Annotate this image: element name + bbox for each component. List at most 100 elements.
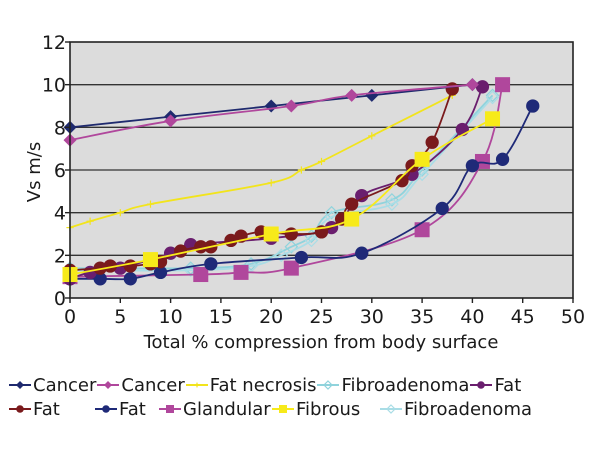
data-point [368, 132, 376, 140]
x-tick-label: 20 [259, 306, 283, 328]
y-tick-label: 4 [54, 203, 66, 225]
legend-item-cancer-1: Cancer [8, 375, 96, 396]
x-tick-label: 25 [309, 306, 333, 328]
x-tick-label: 15 [209, 306, 233, 328]
data-point [297, 166, 305, 174]
y-tick-label: 8 [54, 117, 66, 139]
line-chart: 0 5 10 15 20 25 30 35 40 45 50 0 2 4 6 8 10 12 Total % c… [24, 32, 585, 353]
data-point [445, 82, 459, 96]
legend-marker-diamond-icon [9, 381, 31, 389]
data-point [263, 226, 279, 242]
data-point [465, 78, 479, 92]
data-point [103, 259, 117, 273]
data-point [146, 200, 155, 208]
data-point [153, 265, 168, 280]
legend-marker-circle-icon [9, 405, 31, 413]
legend-label: Fat [494, 374, 522, 396]
legend-label: Glandular [183, 398, 271, 420]
data-point [193, 267, 209, 283]
data-point [284, 239, 299, 254]
legend-marker-square-icon [159, 405, 181, 413]
legend-label: Cancer [33, 374, 97, 396]
legend-marker [102, 405, 110, 413]
data-point [174, 244, 188, 258]
legend-label: Fat necrosis [209, 374, 317, 396]
data-point [485, 90, 500, 105]
series-fat-necrosis [66, 91, 456, 232]
legend-marker-open-diamond-icon [380, 404, 402, 414]
legend-row: Cancer Cancer Fat necrosis Fibroadenoma … [8, 373, 598, 397]
legend-marker-circle-icon [95, 405, 117, 413]
legend-marker-open-diamond-icon [317, 380, 340, 390]
data-point [116, 209, 124, 217]
data-point [485, 111, 501, 127]
data-point [495, 77, 511, 93]
data-point [86, 217, 94, 225]
y-axis-title: Vs m/s [24, 142, 45, 202]
legend-marker-plus-icon [185, 382, 208, 388]
data-point [485, 88, 500, 103]
data-point [317, 157, 326, 166]
y-tick-label: 10 [42, 75, 66, 97]
data-point [142, 252, 158, 268]
legend-marker [477, 381, 486, 389]
legend-marker [279, 405, 287, 413]
data-point [345, 197, 359, 211]
data-point [93, 272, 107, 286]
series-cancer [63, 78, 479, 147]
y-tick-label: 0 [54, 288, 66, 310]
legend-item-fat-2: Fat [8, 399, 94, 420]
legend-item-fat-necrosis: Fat necrosis [185, 374, 317, 396]
legend-marker-square-icon [272, 405, 294, 413]
x-axis-ticks: 0 5 10 15 20 25 30 35 40 45 50 [64, 298, 585, 328]
data-point [526, 99, 540, 113]
data-point [123, 259, 138, 273]
x-tick-label: 40 [460, 306, 484, 328]
legend-item-fibroadenoma-1: Fibroadenoma [316, 375, 469, 396]
legend-label: Fat [33, 398, 60, 420]
data-point [344, 211, 360, 227]
legend-marker [323, 380, 334, 390]
legend-label: Fibroadenoma [404, 398, 533, 420]
data-point [284, 227, 298, 241]
y-axis-ticks: 0 2 4 6 8 10 12 [42, 32, 70, 310]
legend-item-fat-1: Fat [469, 375, 521, 396]
data-point [414, 151, 430, 167]
data-point [123, 272, 138, 286]
x-tick-label: 50 [561, 306, 585, 328]
x-tick-label: 30 [360, 306, 384, 328]
data-point [385, 197, 399, 211]
legend-marker [104, 381, 113, 389]
data-point [495, 152, 510, 166]
x-tick-label: 10 [159, 306, 183, 328]
x-tick-label: 35 [410, 306, 434, 328]
chart-legend: Cancer Cancer Fat necrosis Fibroadenoma … [8, 373, 598, 421]
data-point [435, 201, 449, 216]
data-point [304, 233, 319, 248]
data-point [385, 193, 399, 207]
legend-marker-diamond-icon [97, 381, 120, 389]
data-point [233, 264, 249, 280]
legend-item-cancer-2: Cancer [96, 375, 185, 396]
data-point [274, 248, 289, 263]
x-axis-title: Total % compression from body surface [143, 332, 499, 353]
legend-marker [16, 381, 24, 389]
data-point [267, 179, 275, 187]
data-point [164, 114, 178, 128]
legend-marker [16, 405, 24, 413]
y-tick-label: 6 [54, 160, 66, 182]
legend-label: Fibrous [296, 398, 361, 420]
x-tick-label: 0 [64, 306, 76, 328]
legend-marker [386, 404, 396, 414]
data-point [414, 222, 430, 238]
series-layer [62, 77, 540, 286]
data-point [475, 80, 490, 94]
legend-row: Fat Fat Glandular Fibrous Fibroadenoma [8, 397, 598, 421]
data-point [425, 135, 439, 149]
data-point [294, 250, 309, 265]
data-point [244, 257, 258, 271]
legend-label: Fat [119, 398, 146, 420]
data-point [355, 246, 369, 260]
legend-item-glandular: Glandular [158, 399, 271, 420]
legend-marker [194, 382, 200, 388]
